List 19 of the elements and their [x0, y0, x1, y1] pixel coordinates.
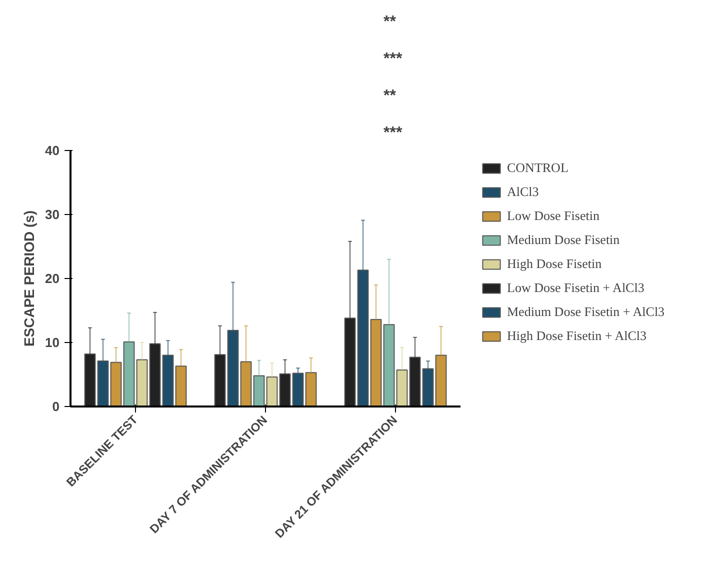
y-tick-label: 20: [45, 271, 60, 286]
legend-label: High Dose Fisetin: [507, 256, 602, 272]
bar: [292, 372, 304, 406]
legend-label: AlCl3: [507, 184, 539, 200]
y-tick-label: 30: [45, 207, 60, 222]
text: ***: [384, 124, 403, 142]
y-tick-label: 40: [45, 143, 60, 158]
y-axis-title: ESCAPE PERIOD (s): [21, 210, 38, 347]
legend-label: CONTROL: [507, 160, 568, 176]
legend-label: Medium Dose Fisetin + AlCl3: [507, 304, 665, 320]
legend-label: Medium Dose Fisetin: [507, 232, 620, 248]
legend-label: Low Dose Fisetin + AlCl3: [507, 280, 644, 296]
y-tick-label: 0: [52, 399, 60, 414]
text: **: [384, 88, 397, 104]
y-tick-label: 10: [45, 335, 60, 350]
legend-label: Low Dose Fisetin: [507, 208, 600, 224]
text: **: [384, 14, 397, 30]
legend-label: High Dose Fisetin + AlCl3: [507, 328, 647, 344]
text: ***: [384, 50, 403, 68]
